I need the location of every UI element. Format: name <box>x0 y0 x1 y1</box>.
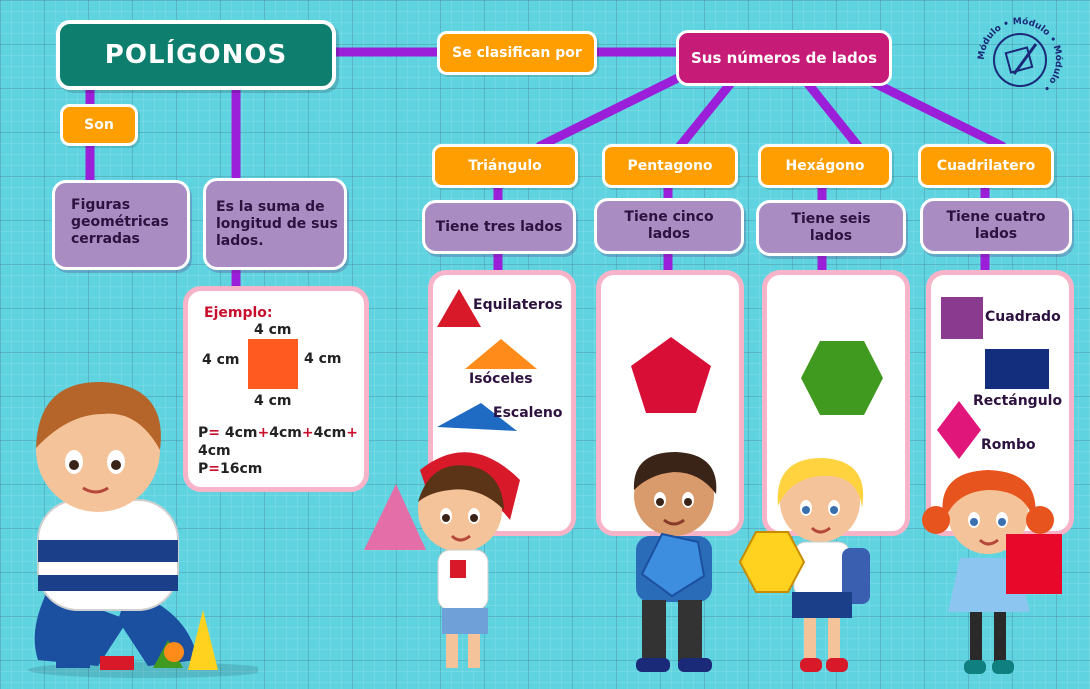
pentagon-card <box>596 270 744 536</box>
shape-label-rhombus: Rombo <box>981 437 1036 453</box>
isosceles-triangle-icon <box>465 339 537 369</box>
rhombus-shape-icon <box>937 401 981 459</box>
pentagon-shape-icon <box>631 337 711 413</box>
polygon-name-quadrilateral: Cuadrilatero <box>918 144 1054 188</box>
example-right-side: 4 cm <box>304 351 342 367</box>
category-label: Sus números de lados <box>676 30 892 86</box>
example-formula: P= 4cm+4cm+4cm+ <box>198 425 358 441</box>
shape-label-square: Cuadrado <box>985 309 1061 325</box>
example-card: Ejemplo: 4 cm 4 cm 4 cm 4 cm P= 4cm+4cm+… <box>183 286 369 492</box>
polygon-desc-triangle: Tiene tres lados <box>422 200 576 254</box>
shape-label-isosceles: Isóceles <box>469 371 533 387</box>
example-result: P=16cm <box>198 461 263 477</box>
example-left-side: 4 cm <box>202 352 240 368</box>
polygon-desc-quadrilateral: Tiene cuatro lados <box>920 198 1072 254</box>
shape-label-rectangle: Rectángulo <box>973 393 1063 409</box>
square-shape-icon <box>941 297 983 339</box>
polygon-desc-hexagon: Tiene seis lados <box>756 200 906 256</box>
polygon-name-hexagon: Hexágono <box>758 144 892 188</box>
example-square <box>248 339 298 389</box>
modulo-logo-icon: Módulo • Módulo • Módulo • <box>977 16 1064 93</box>
girl-with-square-illustration <box>922 470 1062 674</box>
equilateral-triangle-icon <box>437 289 481 327</box>
example-bottom-side: 4 cm <box>254 393 292 409</box>
svg-text:Módulo • Módulo • Módulo •: Módulo • Módulo • Módulo • <box>977 16 1064 93</box>
polygon-desc-pentagon: Tiene cinco lados <box>594 198 744 254</box>
perimeter-definition: Es la suma de longitud de sus lados. <box>203 178 347 270</box>
classify-label: Se clasifican por <box>437 31 597 75</box>
hexagon-shape-icon <box>801 341 883 415</box>
son-definition: Figuras geométricas cerradas <box>52 180 190 270</box>
polygon-name-pentagon: Pentagono <box>602 144 738 188</box>
boy-with-blocks-illustration <box>28 381 258 678</box>
rectangle-shape-icon <box>985 349 1049 389</box>
example-heading: Ejemplo: <box>204 305 273 321</box>
girl-with-hexagon-illustration <box>738 458 870 672</box>
example-formula-cont: 4cm <box>198 443 231 459</box>
son-label: Son <box>60 104 138 146</box>
boy-with-pentagon-illustration <box>633 452 717 672</box>
shape-label-equilateral: Equilateros <box>473 297 563 313</box>
girl-with-triangle-illustration <box>364 452 520 668</box>
scalene-triangle-icon <box>437 403 517 431</box>
shape-label-scalene: Escaleno <box>493 405 563 421</box>
diagram-title: POLÍGONOS <box>56 20 336 90</box>
polygon-name-triangle: Triángulo <box>432 144 578 188</box>
example-top-side: 4 cm <box>254 322 292 338</box>
